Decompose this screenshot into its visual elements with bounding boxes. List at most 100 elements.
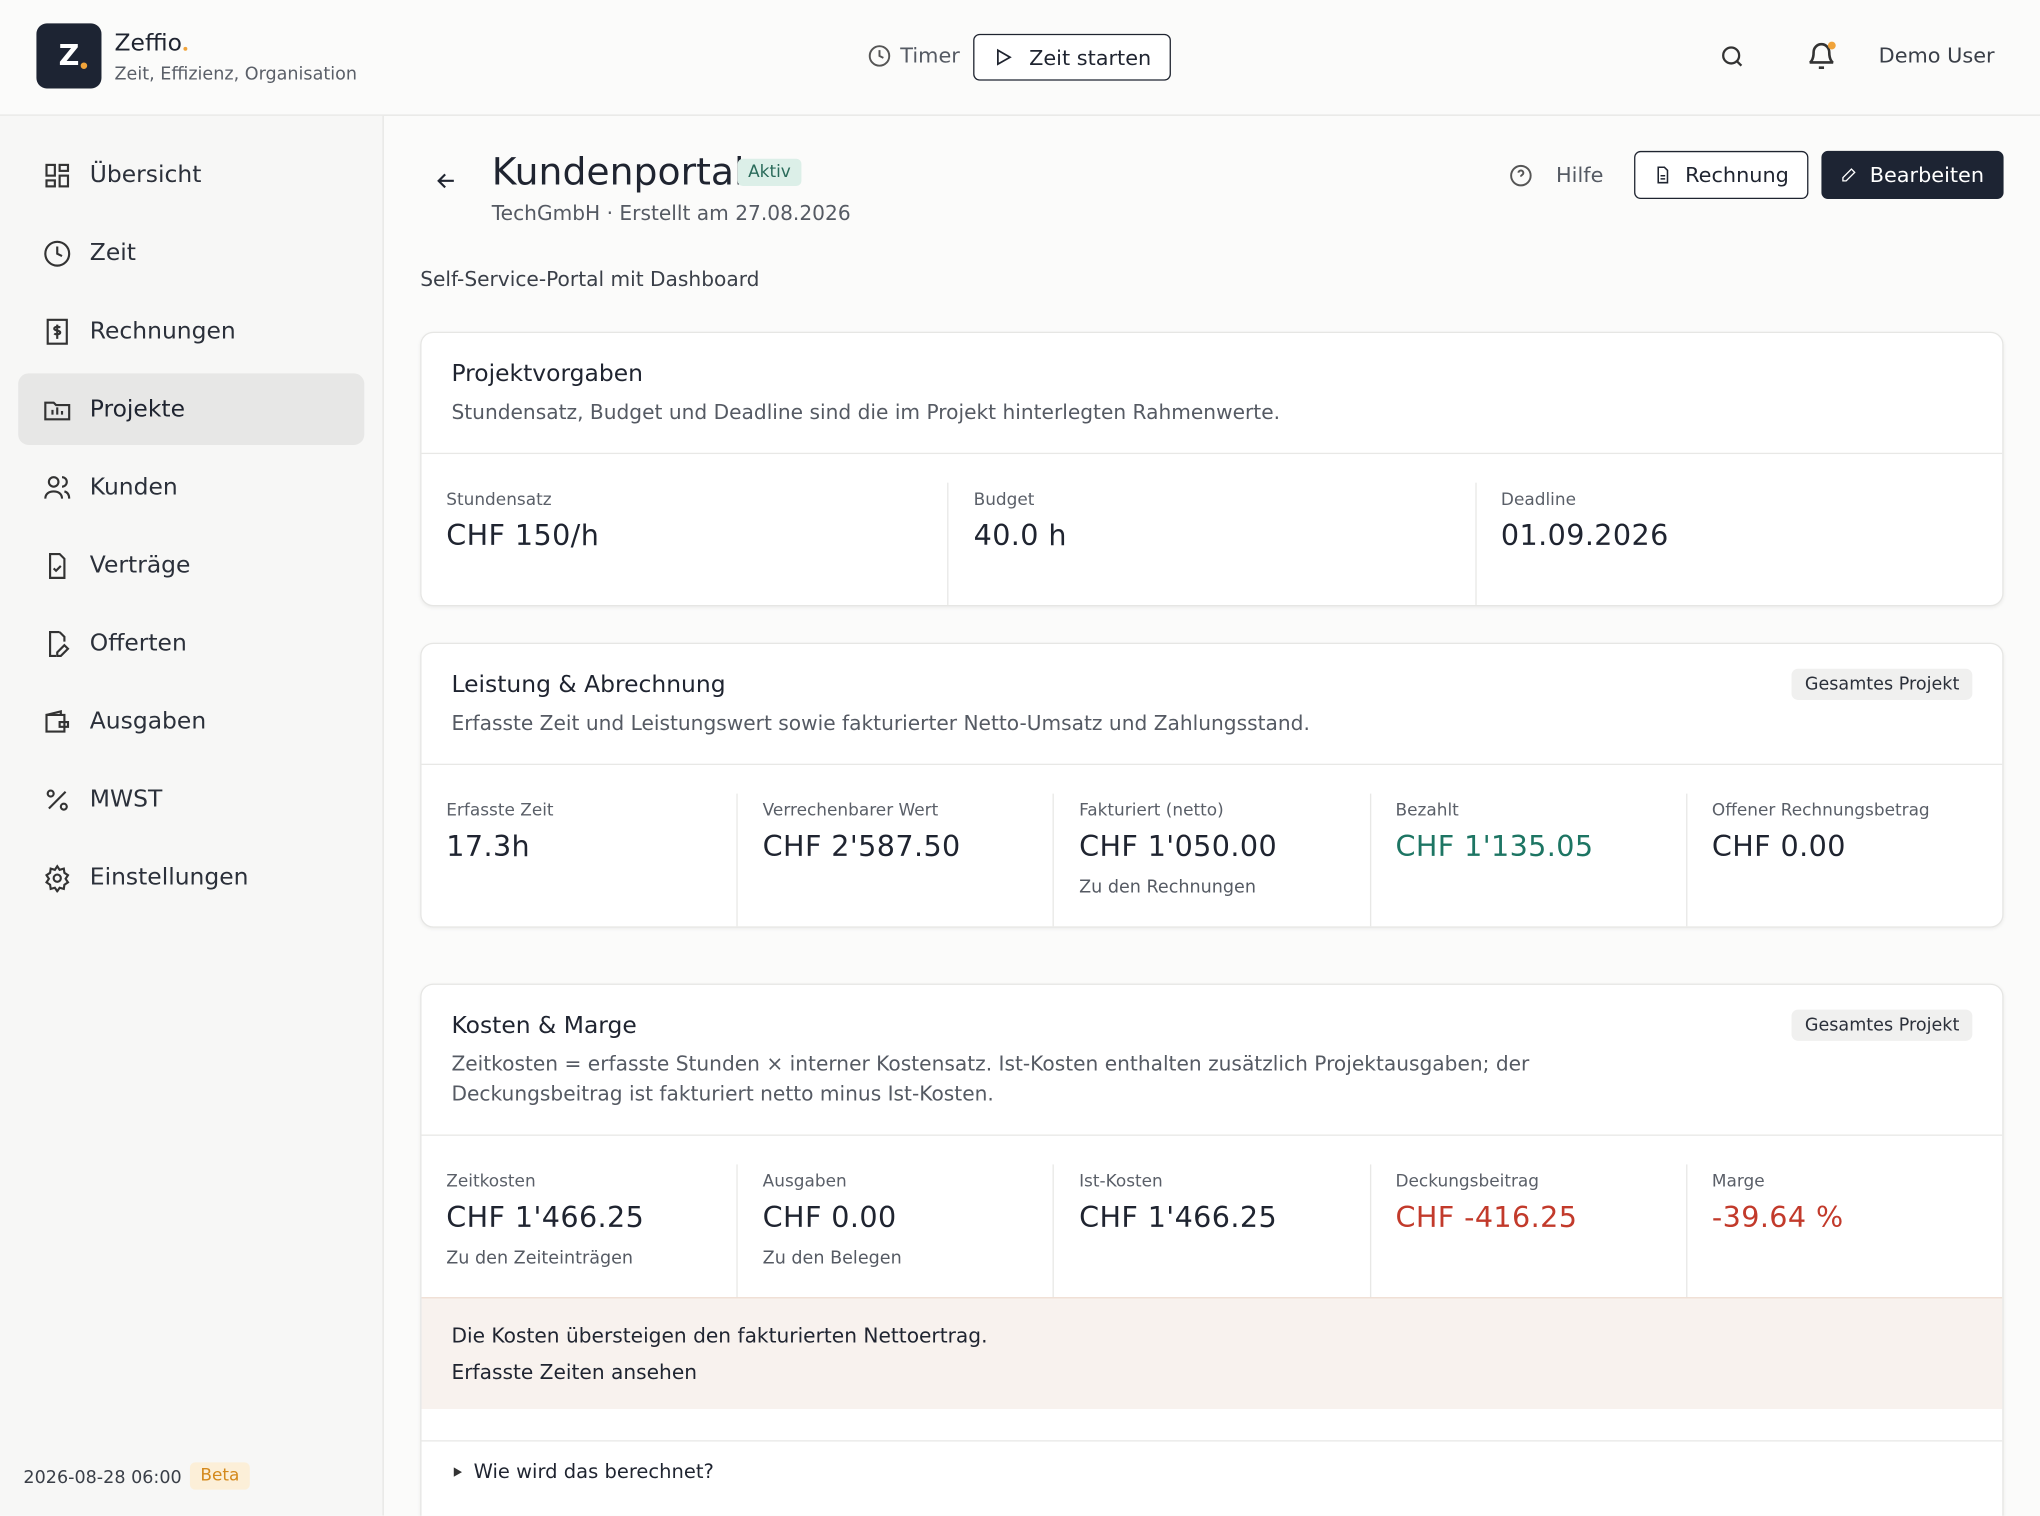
card-description: Zeitkosten = erfasste Stunden × interner…: [451, 1052, 1530, 1106]
nav-icon: [44, 240, 71, 267]
notice-link[interactable]: Erfasste Zeiten ansehen: [451, 1360, 698, 1385]
metric-label: Erfasste Zeit: [446, 801, 554, 821]
sidebar: 2026-08-28 06:00 Beta Übersicht Zeit Rechn…: [0, 115, 384, 1516]
timestamp: 2026-08-28 06:00: [23, 1467, 182, 1489]
metric-link[interactable]: Zu den Belegen: [762, 1247, 902, 1269]
metric: Offener Rechnungsbetrag CHF 0.00: [1685, 793, 2002, 927]
user-menu[interactable]: Demo User: [1878, 42, 1995, 68]
metric-value: 17.3h: [446, 831, 531, 864]
card-header: Kosten & Marge Zeitkosten = erfasste Stun…: [421, 985, 2003, 1136]
beta-badge: Beta: [189, 1462, 250, 1490]
metric: Fakturiert (netto) CHF 1'050.00 Zu den Rec…: [1053, 793, 1369, 927]
metric-link[interactable]: Zu den Rechnungen: [1079, 876, 1256, 898]
details-toggle[interactable]: Wie wird das berechnet?: [421, 1440, 2003, 1501]
logo[interactable]: Z: [36, 23, 102, 89]
status-badge: Aktiv: [737, 158, 802, 187]
nav-label: MWST: [89, 785, 163, 814]
metric-value: -39.64 %: [1711, 1202, 1844, 1235]
metric-label: Budget: [973, 490, 1035, 510]
card-title: Kosten & Marge: [451, 1012, 637, 1040]
pencil-icon: [1842, 168, 1856, 182]
play-icon: [997, 48, 1012, 66]
metric: Ausgaben CHF 0.00 Zu den Belegen: [736, 1164, 1053, 1298]
metric-link[interactable]: Zu den Zeiteinträgen: [446, 1247, 634, 1269]
nav-label: Zeit: [89, 239, 136, 267]
metric-value: CHF 1'135.05: [1395, 831, 1594, 864]
metric-label: Deckungsbeitrag: [1395, 1172, 1540, 1192]
nav-item[interactable]: Einstellungen: [18, 842, 364, 914]
nav-label: Einstellungen: [89, 863, 249, 892]
nav-item[interactable]: Verträge: [18, 530, 364, 602]
nav-item[interactable]: Zeit: [18, 217, 364, 289]
warning-notice: Die Kosten übersteigen den fakturierten …: [421, 1297, 2003, 1410]
card-title: Projektvorgaben: [451, 360, 644, 388]
nav-icon: [44, 475, 71, 499]
clock-icon: [868, 45, 891, 67]
metric-value: CHF 2'587.50: [762, 831, 961, 864]
nav-icon: [49, 552, 66, 579]
metric: Bezahlt CHF 1'135.05: [1369, 793, 1685, 927]
metric-value: CHF 1'050.00: [1079, 831, 1278, 864]
logo-dot: [80, 62, 88, 69]
document-icon: [1657, 166, 1669, 184]
nav-label: Übersicht: [89, 161, 202, 189]
metric-label: Zeitkosten: [446, 1172, 536, 1192]
metric-label: Ausgaben: [762, 1172, 847, 1192]
metric-label: Offener Rechnungsbetrag: [1711, 801, 1930, 821]
card-description: Stundensatz, Budget und Deadline sind di…: [451, 400, 1281, 425]
metric: Stundensatz CHF 150/h: [422, 483, 948, 605]
timer-label[interactable]: Timer: [900, 42, 960, 68]
details-label: Wie wird das berechnet?: [473, 1459, 714, 1484]
nav-icon: [44, 400, 71, 420]
scope-badge: Gesamtes Projekt: [1791, 1009, 1973, 1041]
metric-value: CHF 150/h: [446, 520, 600, 553]
brand-dot: [183, 46, 188, 51]
nav-item[interactable]: Offerten: [18, 608, 364, 680]
edit-label: Bearbeiten: [1869, 162, 1985, 188]
nav-icon: [45, 163, 70, 187]
invoice-button[interactable]: Rechnung: [1634, 150, 1809, 200]
nav-item[interactable]: Projekte: [18, 373, 365, 445]
metric-value: 40.0 h: [973, 520, 1067, 553]
metric-label: Verrechenbarer Wert: [762, 801, 939, 821]
nav-item[interactable]: Ausgaben: [18, 686, 364, 758]
logo-letter: Z: [58, 39, 80, 73]
brand: Zeffio: [114, 30, 188, 57]
nav-item[interactable]: Rechnungen: [18, 295, 364, 367]
card: Projektvorgaben Stundensatz, Budget und D…: [420, 331, 2004, 607]
nav-label: Ausgaben: [89, 707, 207, 736]
notice-text: Die Kosten übersteigen den fakturierten …: [451, 1324, 988, 1348]
metric: Ist-Kosten CHF 1'466.25: [1053, 1164, 1369, 1298]
metric-label: Fakturiert (netto): [1079, 801, 1224, 821]
metric-label: Stundensatz: [446, 490, 552, 510]
help-link[interactable]: Hilfe: [1556, 162, 1604, 188]
nav-label: Verträge: [89, 551, 191, 579]
nav-icon: [45, 709, 70, 733]
metric-value: CHF 0.00: [762, 1202, 897, 1235]
metric-label: Bezahlt: [1395, 801, 1459, 821]
start-timer-button[interactable]: Zeit starten: [973, 33, 1171, 81]
start-label: Zeit starten: [1029, 44, 1152, 70]
edit-button[interactable]: Bearbeiten: [1821, 150, 2004, 200]
help-icon: [1510, 164, 1532, 187]
search-icon[interactable]: [1719, 43, 1746, 70]
metric: Marge -39.64 %: [1685, 1164, 2002, 1298]
card-header: Leistung & Abrechnung Erfasste Zeit und L…: [421, 644, 2003, 765]
nav-item[interactable]: Übersicht: [18, 139, 364, 211]
nav-item[interactable]: MWST: [18, 764, 364, 836]
metric: Verrechenbarer Wert CHF 2'587.50: [736, 793, 1053, 927]
page-subtitle: TechGmbH · Erstellt am 27.08.2026: [491, 201, 851, 226]
notification-icon[interactable]: [1806, 40, 1837, 71]
metric-value: CHF 0.00: [1711, 831, 1846, 864]
nav-icon: [46, 318, 68, 345]
card: Leistung & Abrechnung Erfasste Zeit und L…: [420, 642, 2004, 928]
metric-label: Deadline: [1500, 490, 1576, 510]
metric: Zeitkosten CHF 1'466.25 Zu den Zeiteinträg…: [422, 1164, 737, 1297]
project-description: Self-Service-Portal mit Dashboard: [420, 268, 760, 292]
nav-item[interactable]: Kunden: [18, 451, 364, 523]
back-button[interactable]: [433, 168, 459, 194]
card-header: Projektvorgaben Stundensatz, Budget und D…: [421, 333, 2003, 455]
top-bar: Z Zeffio Zeit, Effizienz, Organisation T…: [0, 0, 2040, 116]
nav-label: Rechnungen: [89, 317, 236, 345]
